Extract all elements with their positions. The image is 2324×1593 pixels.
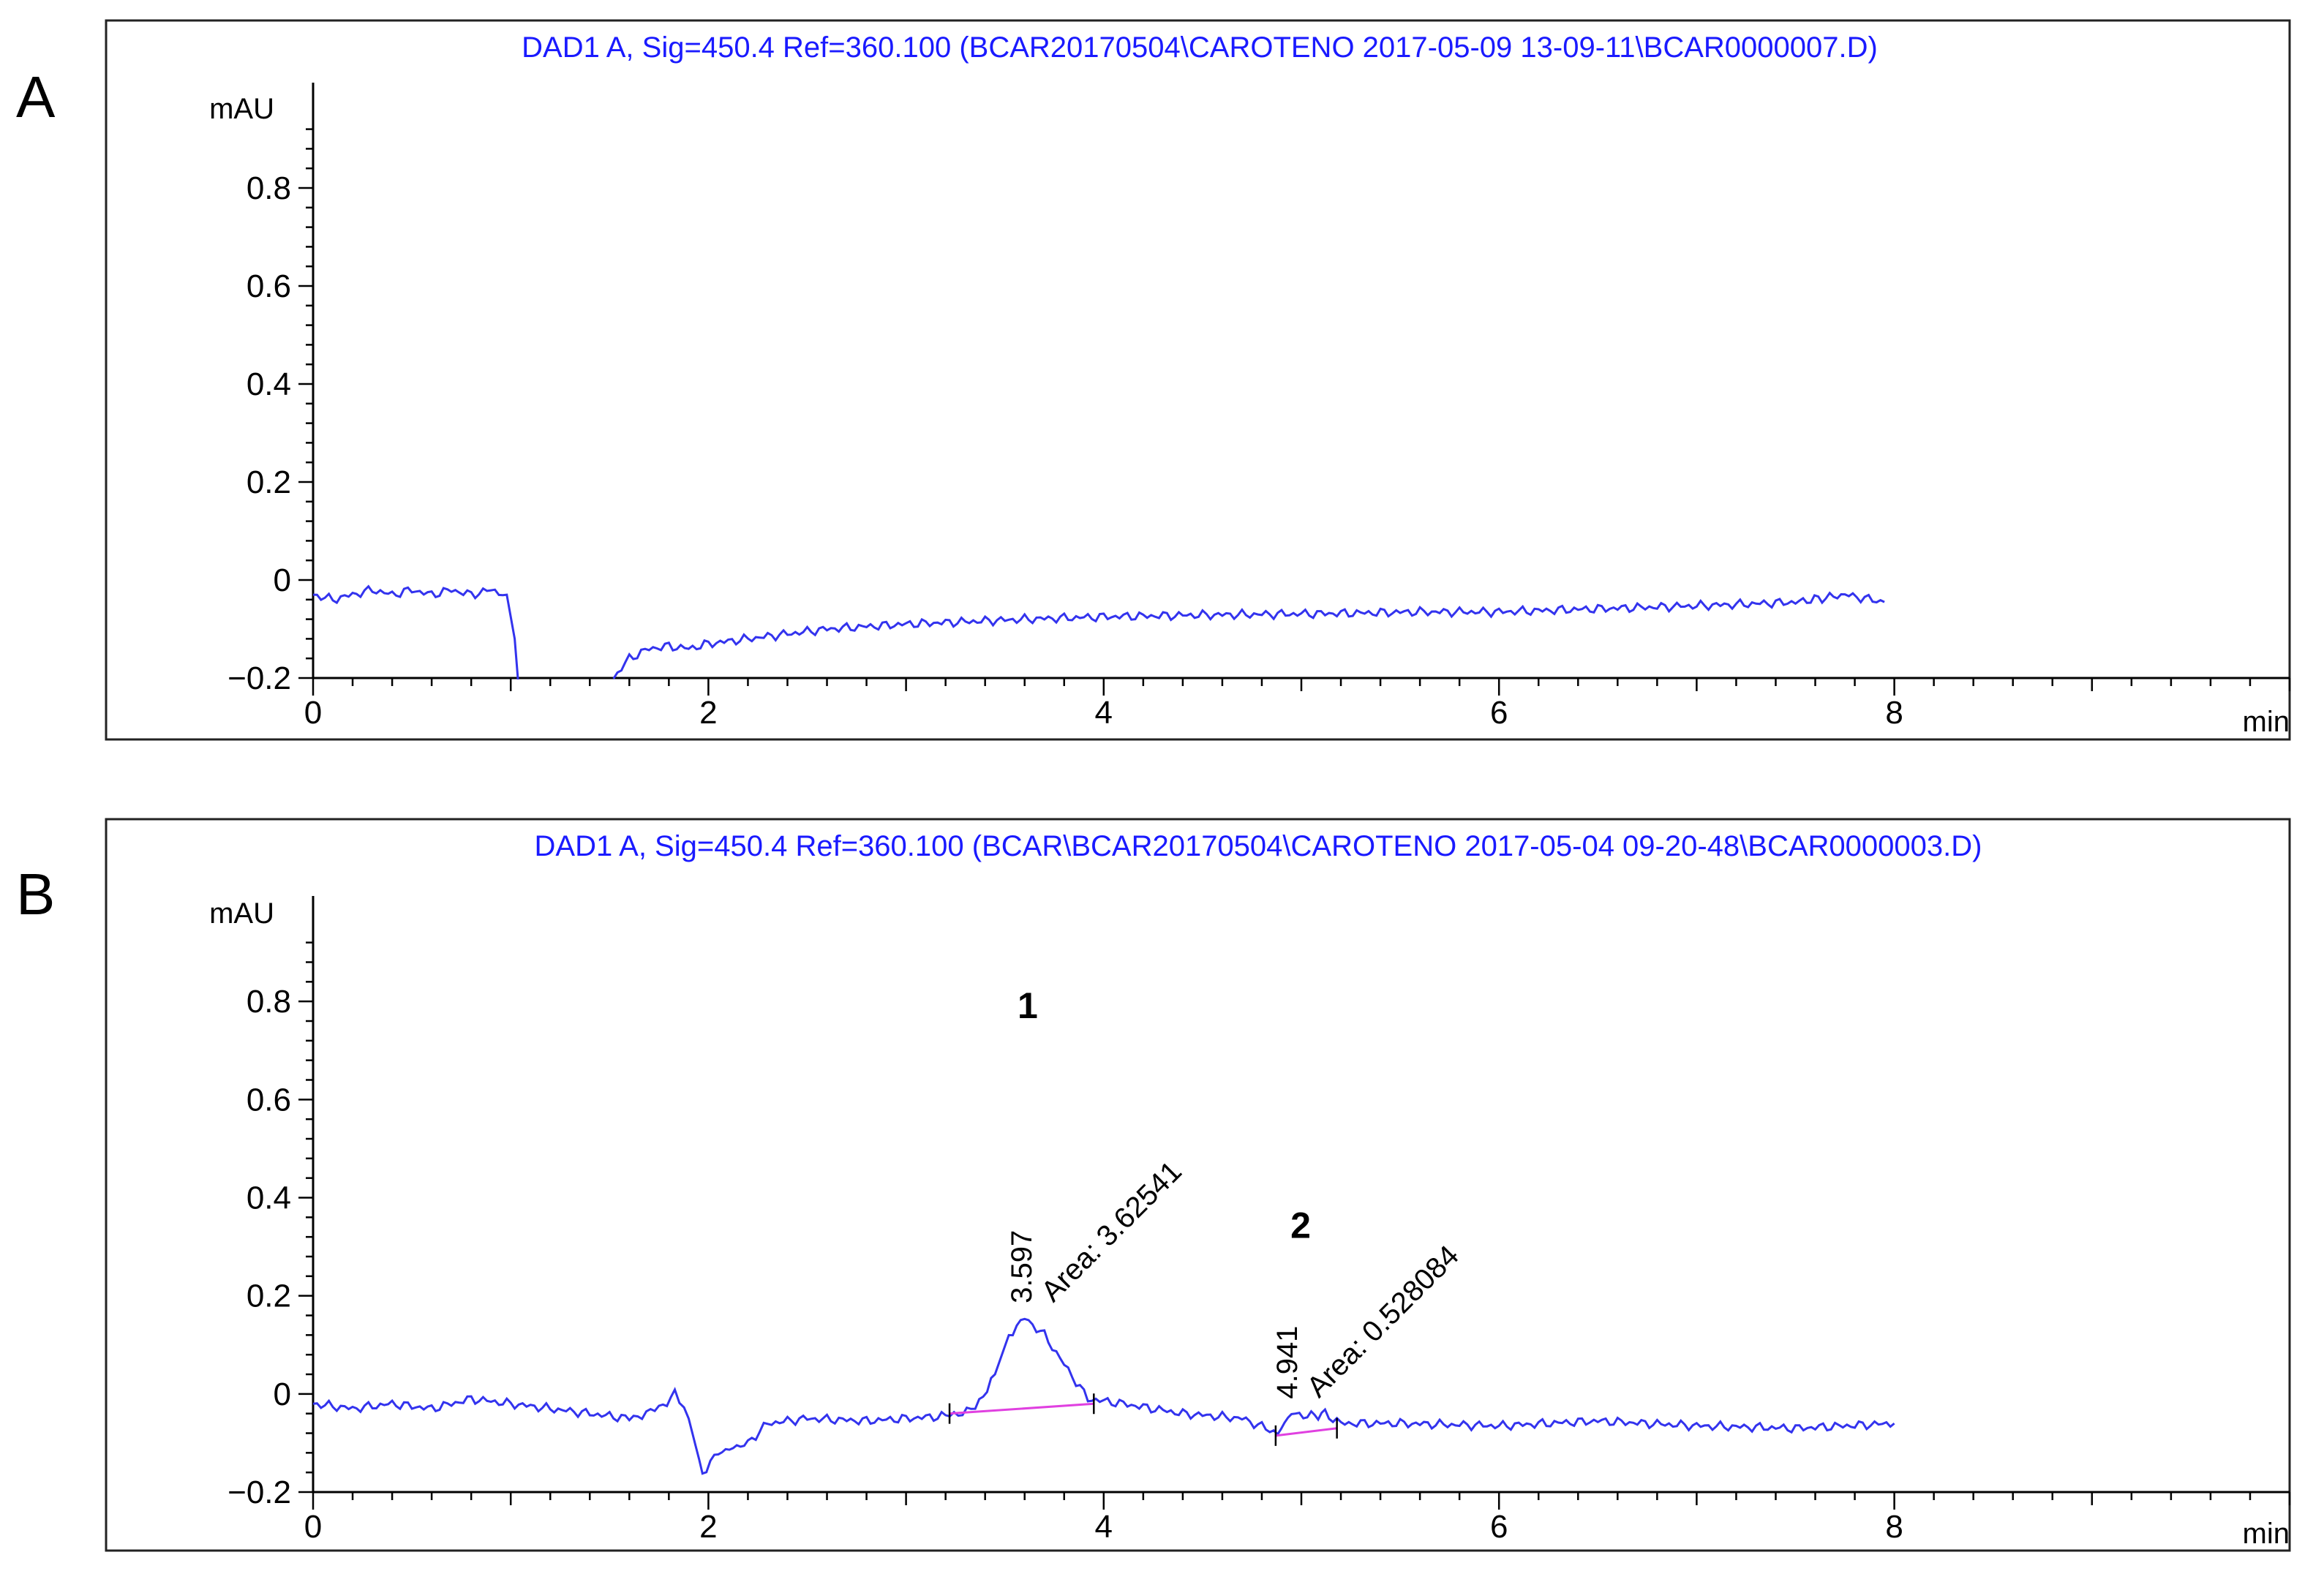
chart-title-a: DAD1 A, Sig=450.4 Ref=360.100 (BCAR20170… [522,31,1878,64]
x-axis-unit-b: min [2243,1518,2290,1550]
peak-baseline-2 [1275,1427,1337,1437]
chart-title-b: DAD1 A, Sig=450.4 Ref=360.100 (BCAR\BCAR… [535,830,1982,862]
y-tick-label-a: 0.8 [247,170,291,206]
x-tick-label-b: 8 [1885,1509,1903,1545]
peak-rt-label-1: 3.597 [1006,1230,1038,1303]
x-tick-label-a: 6 [1490,695,1508,731]
x-tick-label-a: 0 [304,695,322,731]
y-tick-label-a: −0.2 [227,660,291,696]
y-axis-unit-b: mAU [209,897,274,930]
series-line-b-0 [313,1317,1895,1475]
panel-label-b: B [16,862,55,927]
x-tick-label-b: 4 [1095,1509,1113,1545]
panel-b-frame [105,818,2291,1552]
peak-number-1: 1 [1018,985,1038,1026]
x-tick-label-b: 6 [1490,1509,1508,1545]
chart-panel-a: A DAD1 A, Sig=450.4 Ref=360.100 (BCAR201… [16,19,2291,741]
peak-rt-label-2: 4.941 [1271,1326,1304,1399]
y-tick-label-a: 0.6 [247,268,291,304]
series-line-a-1 [612,591,1885,679]
peak-baseline-1 [949,1402,1094,1415]
y-tick-label-a: 0 [274,562,291,598]
x-tick-label-b: 2 [699,1509,717,1545]
peak-number-2: 2 [1290,1205,1311,1246]
y-tick-label-a: 0.4 [247,366,291,402]
y-tick-label-b: 0.6 [247,1082,291,1118]
y-tick-label-b: 0.8 [247,984,291,1020]
series-b [313,1317,1895,1475]
x-tick-label-b: 0 [304,1509,322,1545]
panel-label-a: A [16,64,56,129]
y-tick-label-b: 0.2 [247,1278,291,1314]
axes-b: −0.2 0 0.2 0.4 0.6 0.8 0 2 4 6 8 [227,896,2291,1545]
y-tick-label-b: 0.4 [247,1180,291,1216]
series-line-a-0 [313,584,519,679]
y-axis-unit-a: mAU [209,93,274,125]
x-tick-label-a: 2 [699,695,717,731]
x-tick-label-a: 8 [1885,695,1903,731]
axes-a: −0.2 0 0.2 0.4 0.6 0.8 0 2 4 6 8 [227,83,2291,731]
panel-a-frame [105,19,2291,741]
x-tick-label-a: 4 [1095,695,1113,731]
y-tick-label-a: 0.2 [247,464,291,500]
y-tick-label-b: −0.2 [227,1475,291,1510]
y-tick-label-b: 0 [274,1377,291,1412]
series-a [313,584,1885,679]
x-axis-unit-a: min [2243,706,2290,738]
